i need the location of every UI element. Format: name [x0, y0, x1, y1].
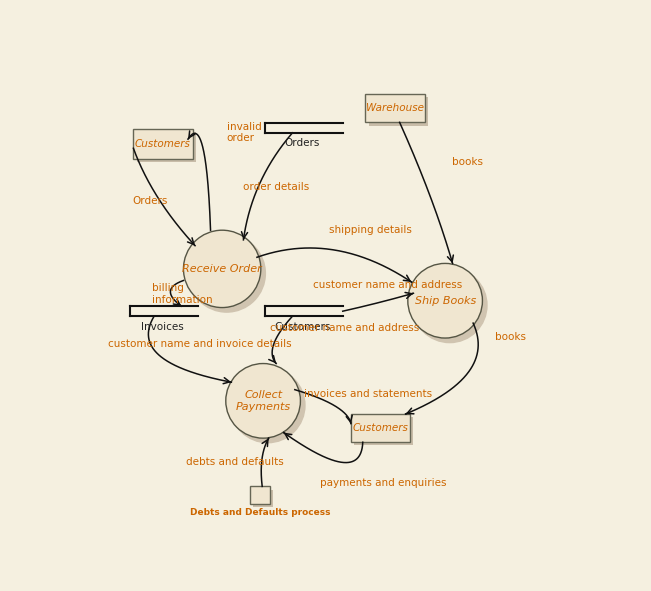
Text: shipping details: shipping details	[329, 225, 412, 235]
Text: Collect
Payments: Collect Payments	[236, 390, 290, 412]
Text: invalid
order: invalid order	[227, 122, 262, 143]
Text: customer name and address: customer name and address	[313, 280, 462, 290]
Text: Ship Books: Ship Books	[415, 296, 476, 306]
Bar	[354, 417, 413, 446]
Text: Customers: Customers	[274, 322, 330, 332]
Bar	[368, 98, 428, 125]
Text: Receive Order: Receive Order	[182, 264, 262, 274]
Text: invoices and statements: invoices and statements	[304, 389, 432, 399]
Text: Invoices: Invoices	[141, 322, 184, 332]
Text: billing
information: billing information	[152, 283, 212, 305]
Text: payments and enquiries: payments and enquiries	[320, 478, 447, 488]
Circle shape	[226, 363, 300, 438]
Bar	[133, 129, 193, 158]
Circle shape	[408, 264, 482, 338]
Circle shape	[230, 368, 305, 443]
Text: Customers: Customers	[135, 139, 191, 149]
Text: customer name and invoice details: customer name and invoice details	[108, 339, 292, 349]
Bar	[253, 489, 273, 507]
Bar	[137, 132, 196, 162]
Circle shape	[184, 230, 261, 307]
Bar	[250, 486, 270, 504]
Text: customer name and address: customer name and address	[270, 323, 419, 333]
Text: Debts and Defaults process: Debts and Defaults process	[189, 508, 330, 517]
Text: debts and defaults: debts and defaults	[186, 457, 283, 467]
Circle shape	[412, 268, 487, 343]
Text: Orders: Orders	[284, 138, 320, 148]
Circle shape	[188, 235, 266, 312]
Text: Customers: Customers	[353, 423, 408, 433]
Text: books: books	[452, 157, 483, 167]
Text: books: books	[495, 332, 526, 342]
Text: order details: order details	[243, 182, 309, 192]
Bar	[365, 94, 424, 122]
Bar	[351, 414, 410, 442]
Text: Warehouse: Warehouse	[366, 103, 424, 113]
Text: Orders: Orders	[133, 196, 168, 206]
